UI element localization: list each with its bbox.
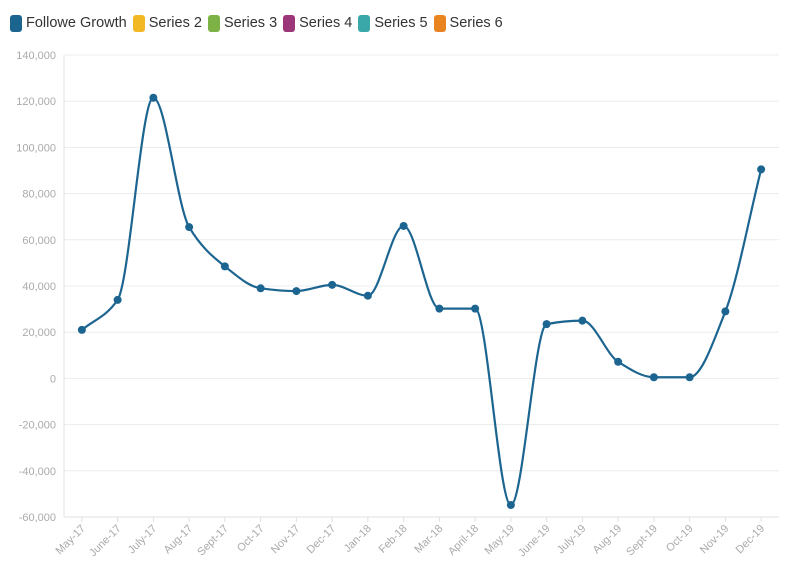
legend-label: Series 6	[449, 15, 503, 31]
x-tick-label: Aug-19	[591, 523, 625, 557]
x-tick-label: June-17	[87, 523, 124, 560]
data-point	[220, 262, 229, 271]
legend-item[interactable]: Followe Growth	[10, 14, 127, 32]
x-tick-label: Dec-17	[305, 523, 339, 557]
x-tick-label: May-19	[483, 523, 517, 557]
x-tick-label: July-19	[555, 523, 589, 557]
legend-item[interactable]: Series 2	[132, 14, 202, 32]
y-tick-label: -60,000	[19, 512, 56, 524]
legend-item[interactable]: Series 5	[358, 14, 428, 32]
x-tick-label: Nov-19	[698, 523, 732, 557]
data-point	[292, 287, 301, 296]
y-tick-label: -40,000	[19, 466, 56, 478]
data-point	[506, 500, 515, 509]
y-tick-label: 100,000	[16, 142, 56, 154]
data-point	[77, 325, 86, 334]
legend-label: Series 3	[223, 15, 278, 31]
legend-swatch	[10, 14, 22, 32]
x-tick-label: Oct-17	[235, 523, 267, 555]
y-tick-label: 20,000	[22, 327, 56, 339]
data-point	[185, 223, 194, 232]
data-point	[471, 304, 480, 313]
chart-legend: Followe Growth Series 2 Series 3 Series 4 Se…	[10, 12, 509, 34]
x-tick-label: Jan-18	[342, 523, 374, 555]
data-point	[685, 373, 694, 382]
data-point	[149, 93, 158, 102]
x-tick-label: Sept-19	[624, 523, 660, 559]
x-tick-label: April-18	[446, 523, 481, 558]
data-point	[435, 304, 444, 313]
legend-swatch	[207, 14, 220, 32]
data-point	[256, 284, 265, 293]
data-point	[542, 320, 551, 329]
x-tick-label: Aug-17	[162, 523, 196, 557]
legend-swatch	[132, 14, 145, 32]
data-point	[614, 357, 623, 366]
legend-label: Series 5	[374, 15, 428, 31]
legend-label: Followe Growth	[26, 15, 127, 31]
legend-label: Series 4	[299, 15, 353, 31]
x-tick-label: Sept-17	[195, 523, 231, 559]
data-point	[649, 373, 658, 382]
y-tick-label: 120,000	[16, 96, 56, 108]
x-tick-label: Oct-19	[664, 523, 696, 555]
x-tick-label: Mar-18	[412, 523, 445, 556]
y-tick-label: 60,000	[22, 235, 56, 247]
data-point	[328, 280, 337, 289]
y-tick-label: 0	[50, 373, 56, 385]
x-tick-label: June-19	[516, 523, 553, 560]
y-tick-label: 40,000	[22, 281, 56, 293]
data-point	[757, 165, 766, 174]
data-point	[578, 316, 587, 325]
legend-item[interactable]: Series 3	[207, 14, 278, 32]
x-tick-label: May-17	[54, 523, 88, 557]
x-tick-label: Nov-17	[269, 523, 303, 557]
legend-swatch	[433, 14, 446, 32]
y-tick-label: 140,000	[16, 50, 56, 62]
x-tick-label: July-17	[126, 523, 160, 557]
series-line	[81, 96, 763, 507]
legend-swatch	[283, 14, 296, 32]
data-point	[399, 221, 408, 230]
data-point	[363, 291, 372, 300]
legend-label: Series 2	[148, 15, 202, 31]
y-tick-label: -20,000	[19, 420, 56, 432]
legend-item[interactable]: Series 4	[283, 14, 353, 32]
legend-item[interactable]: Series 6	[433, 14, 503, 32]
x-tick-label: Dec-19	[734, 523, 768, 557]
legend-swatch	[358, 14, 371, 32]
data-point	[721, 307, 730, 316]
data-point	[113, 295, 122, 304]
x-tick-label: Feb-18	[377, 523, 410, 556]
y-tick-label: 80,000	[22, 189, 56, 201]
